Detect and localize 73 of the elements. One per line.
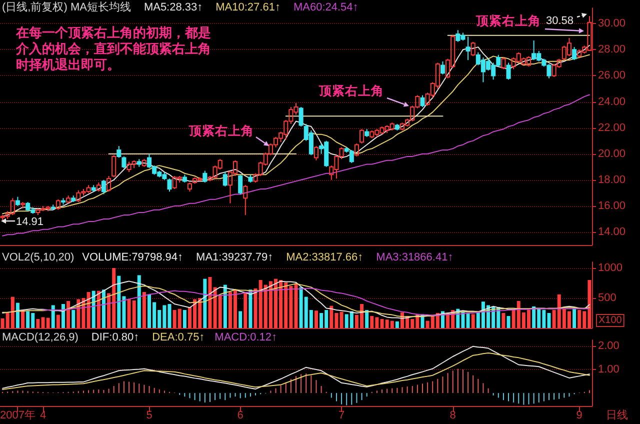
bar xyxy=(16,302,20,328)
y-tick-label: 22.00 xyxy=(598,122,626,134)
text: MA3:31866.41↑ xyxy=(376,252,454,264)
x-tick-label: 9 xyxy=(576,410,582,422)
y-tick-label: 14.00 xyxy=(598,226,626,238)
y-tick-label: 24.00 xyxy=(598,96,626,108)
bar xyxy=(168,304,172,328)
y-tick-label: 18.00 xyxy=(598,174,626,186)
y-tick-label: 28.00 xyxy=(598,44,626,56)
annotation: 顶紧右上角 xyxy=(476,13,541,28)
bar xyxy=(572,308,576,328)
bar xyxy=(208,277,212,328)
bar xyxy=(102,290,106,328)
bar xyxy=(72,310,76,328)
bar xyxy=(137,275,141,328)
bar xyxy=(36,319,40,328)
chart-title: VOL2(5,10,20) xyxy=(2,252,74,264)
annotation: 14.91 xyxy=(16,216,44,228)
bar xyxy=(244,292,248,328)
text: DIF:0.80↑ xyxy=(91,332,140,344)
y-tick-label: 20.00 xyxy=(598,148,626,160)
x-tick-label: 6 xyxy=(237,410,244,422)
bar xyxy=(66,301,70,328)
bar xyxy=(56,314,60,328)
bar xyxy=(223,284,227,328)
x-tick-label: 5 xyxy=(146,410,152,422)
chart-title: MACD(12,26,9) xyxy=(2,332,78,344)
y-tick-label: 30.00 xyxy=(598,18,626,30)
bar xyxy=(142,292,146,328)
annotation: 30.58 xyxy=(546,15,574,27)
bar xyxy=(21,310,25,328)
candlestick xyxy=(466,36,470,61)
bar xyxy=(203,278,207,328)
x-tick-label: 8 xyxy=(450,410,456,422)
line-series xyxy=(42,288,590,316)
text: MA60:24.54↑ xyxy=(293,2,358,14)
bar xyxy=(365,310,369,328)
text: MA10:27.61↑ xyxy=(216,2,280,14)
text: DEA:0.75↑ xyxy=(152,332,205,344)
y-tick-label: 500 xyxy=(598,292,616,304)
bar xyxy=(51,305,55,328)
bar xyxy=(248,290,252,328)
y-tick-label: 26.00 xyxy=(598,70,626,82)
bar xyxy=(182,310,186,328)
y-tick-label: 1000 xyxy=(598,262,622,274)
bar xyxy=(92,290,96,328)
bar xyxy=(314,310,318,328)
annotation: 顶紧右上角 xyxy=(319,83,384,98)
x-tick-label: 2007年 xyxy=(0,410,36,422)
bar xyxy=(502,313,506,328)
annotation: 顶紧右上角 xyxy=(189,123,254,138)
y-axis-title: X100 xyxy=(598,315,622,326)
bar xyxy=(294,284,298,328)
y-tick-label: 1.00 xyxy=(598,363,620,376)
bar xyxy=(238,311,242,328)
y-tick-label: 16.00 xyxy=(598,200,626,212)
bar xyxy=(340,312,344,328)
x-axis-title: 日线 xyxy=(606,408,628,422)
series-label: MA2:33817.66↑ xyxy=(286,252,364,264)
bar xyxy=(471,314,475,328)
y-tick-label: 2.00 xyxy=(598,340,620,352)
bar xyxy=(96,290,100,328)
chart-title: (日线,前复权) MA短长均线 xyxy=(2,0,131,14)
bar xyxy=(395,321,399,328)
bar xyxy=(506,316,510,328)
bar xyxy=(466,314,470,328)
bar xyxy=(62,304,65,328)
annotation: 在每一个顶紧右上角的初期，都是介入的机会，直到不能顶紧右上角时择机退出即可。 xyxy=(16,26,212,74)
series-label: MA1:39237.79↑ xyxy=(196,252,274,264)
text: MA5:28.33↑ xyxy=(144,2,203,14)
chart-subtitle: VOLUME:79798.94↑ xyxy=(82,252,184,264)
annotation: MACD:0.12↑ xyxy=(214,332,278,344)
bar xyxy=(86,292,90,328)
